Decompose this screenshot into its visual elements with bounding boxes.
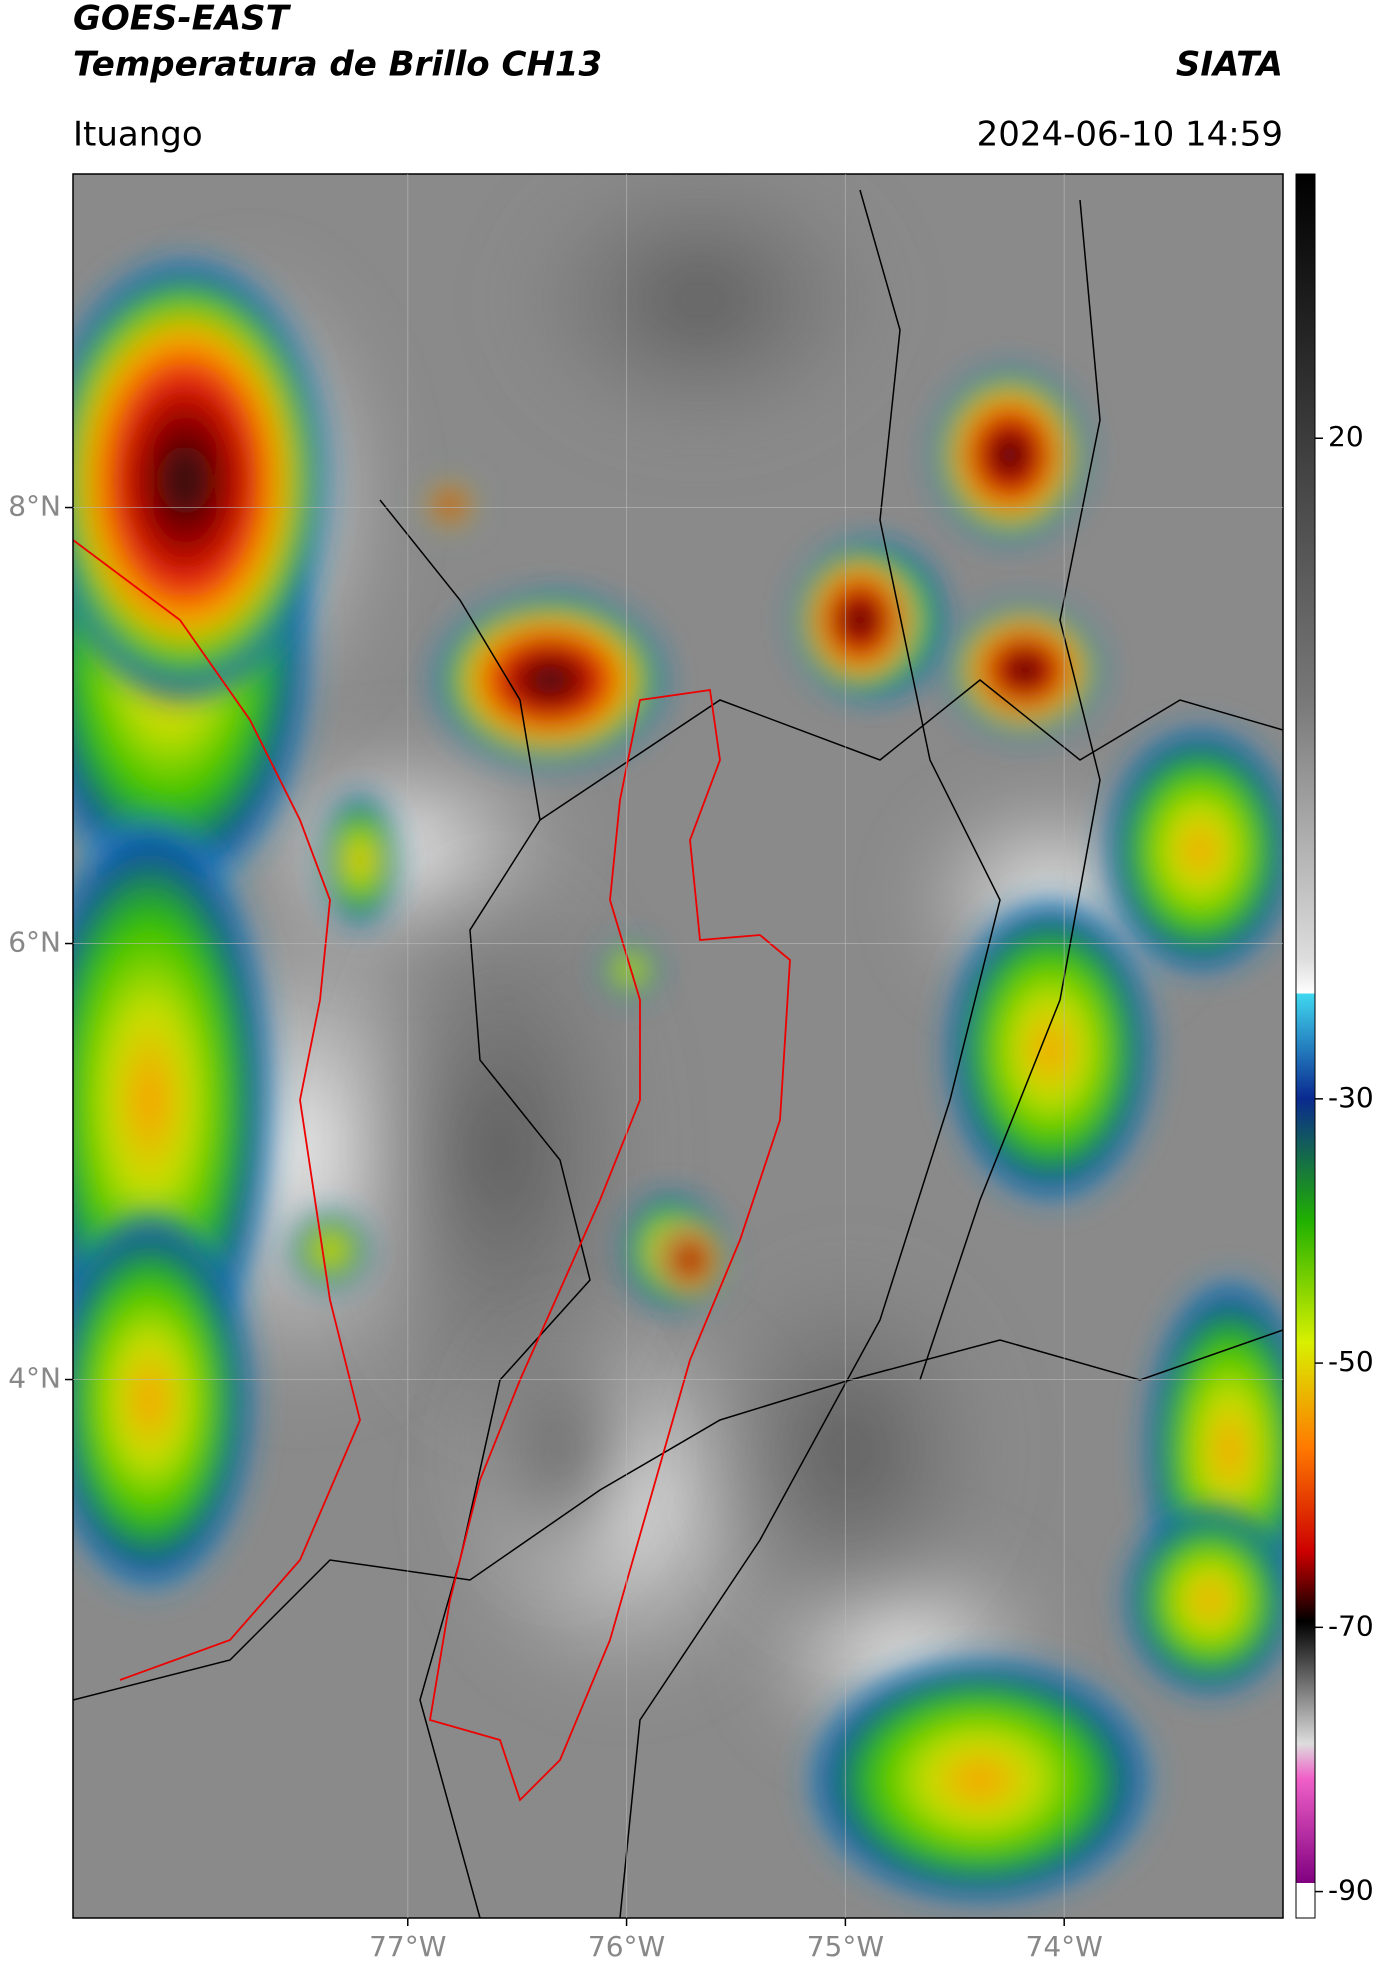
cloud-blob bbox=[930, 365, 1090, 545]
cloud-field bbox=[73, 174, 1283, 1910]
imagery bbox=[73, 174, 1283, 1918]
colorbar-label: -90 bbox=[1328, 1874, 1374, 1907]
cloud-blob bbox=[790, 540, 930, 700]
cloud-blob bbox=[650, 1215, 730, 1305]
border bbox=[539, 679, 1283, 821]
x-tick-label: 76°W bbox=[588, 1930, 665, 1963]
colorbar-label: -70 bbox=[1328, 1609, 1374, 1642]
title-line2: Temperatura de Brillo CH13 bbox=[73, 45, 602, 85]
x-tick-label: 74°W bbox=[1026, 1930, 1103, 1963]
coastline bbox=[73, 539, 361, 1681]
graticule: 8°N 6°N 4°N 77°W 76°W 75°W 74°W bbox=[8, 174, 1283, 1963]
border bbox=[73, 1329, 1283, 1701]
title-line1: GOES-EAST bbox=[73, 0, 292, 39]
cloud-blob bbox=[320, 790, 400, 930]
cloud-blob bbox=[1120, 1500, 1283, 1700]
colorbar-label: -30 bbox=[1328, 1081, 1374, 1114]
x-tick-label: 75°W bbox=[807, 1930, 884, 1963]
cloud-blob bbox=[73, 250, 335, 710]
cloud-blob bbox=[340, 850, 660, 1450]
cloud-blob bbox=[600, 940, 660, 1000]
colorbar-ticks: 20 -30 -50 -70 -90 bbox=[1315, 420, 1374, 1907]
org: SIATA bbox=[1176, 45, 1283, 85]
map-frame bbox=[72, 173, 1284, 1919]
cloud-blob bbox=[940, 890, 1160, 1210]
datetime: 2024-06-10 14:59 bbox=[977, 115, 1283, 155]
y-tick-label: 4°N bbox=[8, 1362, 61, 1395]
colorbar-label: 20 bbox=[1328, 420, 1364, 453]
cloud-blob bbox=[500, 174, 900, 450]
location: Ituango bbox=[73, 115, 203, 155]
x-tick-label: 77°W bbox=[369, 1930, 446, 1963]
cloud-blob bbox=[422, 477, 478, 533]
cloud-blob bbox=[290, 1210, 370, 1290]
cloud-blob bbox=[1100, 720, 1283, 980]
y-tick-label: 6°N bbox=[8, 926, 61, 959]
cloud-blob bbox=[73, 1200, 260, 1600]
colorbar bbox=[1295, 173, 1316, 1919]
cloud-blob bbox=[800, 1650, 1160, 1910]
basin bbox=[428, 688, 791, 1802]
border bbox=[619, 189, 1001, 1918]
basin-outline bbox=[73, 539, 791, 1802]
cloud-blob bbox=[430, 590, 670, 770]
cloud-blob bbox=[460, 1300, 660, 1600]
border bbox=[919, 199, 1101, 1381]
cloud-blob bbox=[690, 1250, 1010, 1650]
colorbar-label: -50 bbox=[1328, 1345, 1374, 1378]
y-tick-label: 8°N bbox=[8, 490, 61, 523]
cloud-blob bbox=[945, 600, 1105, 740]
